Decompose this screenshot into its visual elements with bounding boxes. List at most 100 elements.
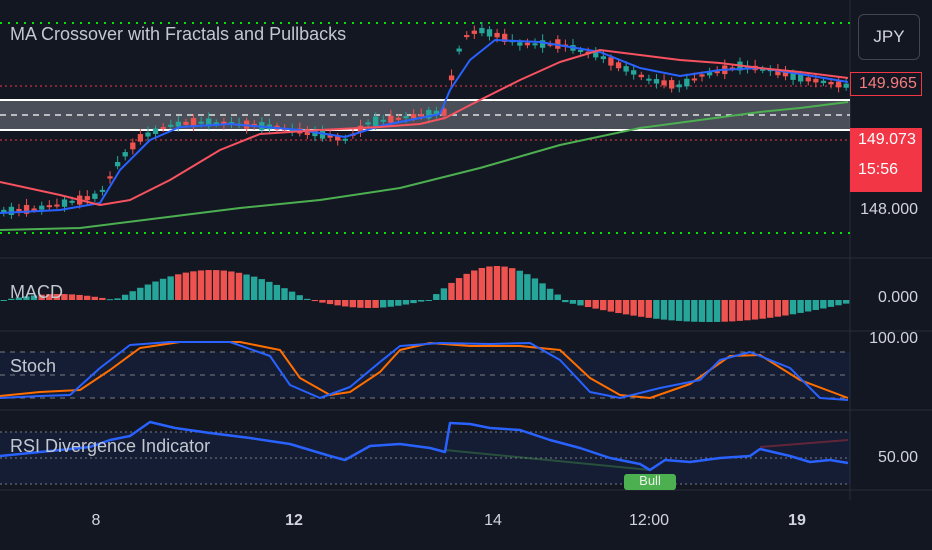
candle-body (388, 115, 394, 123)
macd-bar (721, 300, 728, 322)
macd-bar (622, 300, 630, 315)
macd-bar (607, 300, 615, 312)
candle-body (122, 152, 128, 157)
candle-body (221, 121, 227, 125)
candle-body (608, 57, 614, 66)
macd-bar (266, 281, 273, 300)
macd-bar (638, 300, 645, 317)
rsi-pane (0, 420, 850, 485)
candle-body (46, 205, 52, 208)
macd-bar (175, 274, 182, 300)
macd-bar (630, 300, 637, 316)
currency-button[interactable]: JPY (858, 14, 920, 60)
candle-body (327, 135, 333, 138)
macd-bar (349, 300, 356, 308)
candle-body (54, 204, 60, 207)
candle-body (486, 29, 493, 37)
rsi-axis-label: 50.00 (877, 449, 918, 466)
candle-body (175, 121, 182, 127)
rsi-title: RSI Divergence Indicator (10, 436, 211, 456)
macd-bar (804, 300, 812, 312)
macd-bar (493, 266, 501, 300)
macd-bar (744, 300, 751, 321)
macd-bar (304, 298, 311, 300)
time-tick: 19 (788, 512, 806, 529)
macd-bar (250, 276, 258, 300)
macd-bar (197, 270, 205, 300)
macd-bar (273, 284, 281, 300)
candle-body (843, 83, 849, 88)
macd-bar (53, 294, 61, 300)
macd-bar (736, 300, 744, 321)
macd-bar (38, 294, 45, 300)
macd-bar (159, 278, 167, 300)
rsi-line (0, 420, 849, 472)
candle-body (198, 121, 204, 124)
macd-bar (46, 294, 53, 300)
candle-body (365, 122, 371, 125)
macd-bar (205, 270, 212, 300)
candle-body (39, 205, 45, 210)
macd-bar (334, 300, 341, 306)
candle-body (464, 35, 470, 38)
macd-bar (842, 300, 850, 304)
candle-body (798, 74, 804, 82)
macd-bar (311, 300, 319, 302)
candle-body (403, 116, 409, 119)
candle-body (828, 81, 834, 85)
candle-body (653, 79, 660, 84)
candle-body (835, 81, 842, 88)
candle-body (137, 134, 144, 142)
candle-body (69, 200, 75, 203)
macd-bar (668, 300, 675, 321)
candle-body (168, 124, 174, 127)
candle-body (319, 130, 326, 139)
macd-bar (463, 273, 470, 300)
candle-body (433, 110, 440, 116)
macd-bar (660, 300, 668, 320)
rsi-bear-divergence-line (759, 439, 849, 448)
candle-body (517, 42, 523, 46)
macd-bar (137, 287, 144, 300)
macd-bar (220, 270, 227, 300)
candle-body (456, 48, 462, 52)
macd-bar (30, 295, 38, 300)
stoch-title: Stoch (10, 356, 57, 376)
macd-bar (106, 299, 114, 301)
macd-bar (152, 281, 159, 300)
macd-bar (592, 300, 599, 309)
candle-body (699, 74, 705, 77)
candle-body (820, 80, 827, 84)
candle-body (8, 206, 15, 215)
candle-body (61, 199, 68, 207)
candle-body (479, 27, 485, 34)
candle-body (418, 114, 424, 117)
macd-bar (0, 300, 7, 301)
macd-bar (820, 300, 827, 309)
candle-body (448, 75, 455, 81)
macd-bar (417, 300, 425, 302)
macd-bar (546, 288, 554, 300)
macd-bar (524, 274, 531, 300)
fast-ma-line (0, 39, 849, 214)
stoch-k-line (0, 341, 849, 401)
macd-bar (379, 300, 387, 308)
macd-bar (213, 270, 220, 300)
candle-body (805, 77, 811, 82)
macd-bar (645, 300, 652, 318)
macd-bar (182, 272, 190, 300)
macd-bar (167, 276, 174, 300)
macd-bar (433, 294, 440, 300)
macd-bar (508, 268, 516, 300)
macd-bar (554, 294, 561, 300)
macd-bar (615, 300, 622, 314)
macd-bar (121, 294, 129, 300)
candle-body (84, 196, 90, 201)
macd-bar (281, 288, 288, 300)
price-axis-level: 148.000 (860, 201, 918, 218)
macd-bar (683, 300, 690, 322)
main-indicator-title: MA Crossover with Fractals and Pullbacks (10, 24, 347, 44)
macd-bar (129, 291, 136, 300)
macd-axis-label: 0.000 (877, 289, 918, 306)
